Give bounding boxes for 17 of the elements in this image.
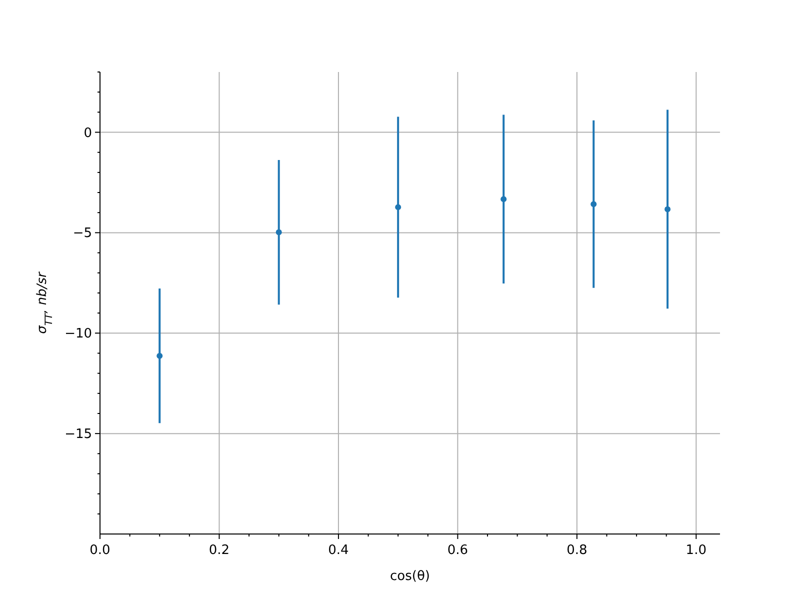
y-tick-label: −5 — [72, 226, 92, 242]
y-tick-label: 0 — [84, 126, 92, 141]
point — [590, 201, 597, 208]
point — [156, 352, 163, 359]
x-tick-label: 0.8 — [566, 543, 588, 558]
point — [276, 229, 282, 236]
x-tick-label: 1.0 — [686, 543, 706, 558]
point — [395, 204, 402, 210]
y-tick-label: −10 — [64, 326, 92, 342]
y-tick-label: −15 — [64, 427, 92, 442]
x-axis-title: cos(θ) — [390, 569, 430, 584]
x-tick-label: 0.2 — [208, 543, 230, 558]
x-tick-label: 0.0 — [90, 543, 110, 558]
x-tick-label: 0.6 — [447, 543, 468, 558]
point — [664, 206, 671, 212]
x-tick-label: 0.4 — [328, 543, 349, 558]
point — [500, 196, 507, 202]
